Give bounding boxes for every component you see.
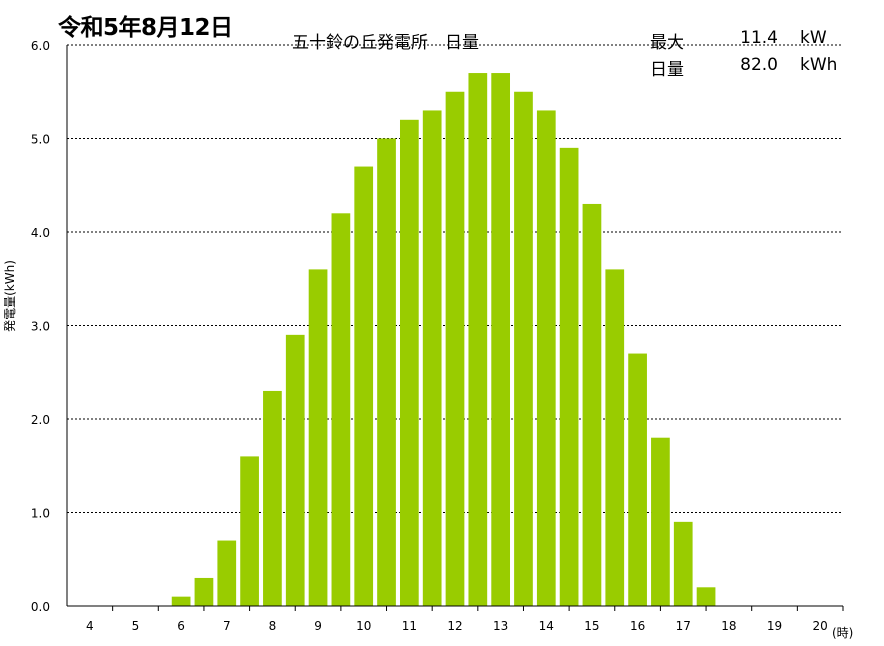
bar (445, 91, 465, 606)
x-tick-label: 17 (676, 619, 691, 633)
bar (377, 138, 396, 606)
axes (66, 45, 844, 611)
bar (422, 110, 442, 606)
x-tick-label: 20 (813, 619, 828, 633)
y-tick-label: 3.0 (31, 320, 50, 334)
daily-energy-row: 日量 82.0 kWh (650, 55, 840, 80)
bar (240, 456, 259, 606)
bar (673, 521, 693, 606)
y-tick-label: 2.0 (31, 413, 50, 427)
y-tick-label: 6.0 (31, 39, 50, 53)
bar (194, 577, 214, 606)
max-power-unit: kW (800, 28, 827, 48)
x-tick-label: 18 (721, 619, 736, 633)
bar (582, 203, 602, 606)
bar (491, 73, 511, 607)
bar (217, 540, 237, 606)
bar (628, 353, 647, 606)
max-power-label: 最大 (650, 33, 684, 53)
x-tick-label: 19 (767, 619, 782, 633)
x-tick-label: 11 (402, 619, 417, 633)
x-tick-label: 16 (630, 619, 645, 633)
bar (171, 596, 191, 606)
y-tick-label: 4.0 (31, 226, 50, 240)
y-axis-label: 発電量(kWh) (3, 260, 17, 332)
date-title: 令和5年8月12日 (58, 15, 233, 41)
x-tick-label: 15 (584, 619, 599, 633)
bar (468, 73, 488, 607)
bar (559, 147, 579, 606)
x-tick-label: 12 (447, 619, 462, 633)
x-tick-label: 13 (493, 619, 508, 633)
x-axis-unit: (時) (832, 626, 853, 640)
x-tick-label: 4 (86, 619, 94, 633)
x-tick-label: 14 (539, 619, 554, 633)
bar (308, 269, 328, 606)
y-tick-label: 0.0 (31, 600, 50, 614)
max-power-row: 最大 11.4 kW (650, 28, 840, 53)
bar (285, 334, 305, 606)
y-tick-label: 5.0 (31, 133, 50, 147)
bar (651, 437, 670, 606)
x-tick-label: 8 (269, 619, 277, 633)
x-tick-label: 10 (356, 619, 371, 633)
bars (171, 73, 716, 607)
bar (263, 390, 282, 606)
bar (696, 587, 716, 606)
bar (514, 91, 533, 606)
station-title: 五十鈴の丘発電所 日量 (292, 33, 479, 53)
bar (536, 110, 556, 606)
max-power-value: 11.4 (740, 28, 778, 48)
bar (399, 119, 419, 607)
bar (605, 269, 625, 606)
bar (354, 166, 374, 607)
x-tick-label: 9 (314, 619, 322, 633)
x-tick-label: 7 (223, 619, 231, 633)
daily-energy-value: 82.0 (740, 55, 778, 75)
y-tick-label: 1.0 (31, 507, 50, 521)
x-tick-label: 6 (177, 619, 185, 633)
daily-energy-label: 日量 (650, 60, 684, 80)
tick-labels: 0.0 1.0 2.0 3.0 4.0 5.0 6.0 4 5 6 7 8 9 10 11 12 13 14 15 1… (31, 39, 828, 633)
daily-energy-unit: kWh (800, 55, 838, 75)
x-tick-label: 5 (132, 619, 140, 633)
bar (331, 213, 351, 607)
